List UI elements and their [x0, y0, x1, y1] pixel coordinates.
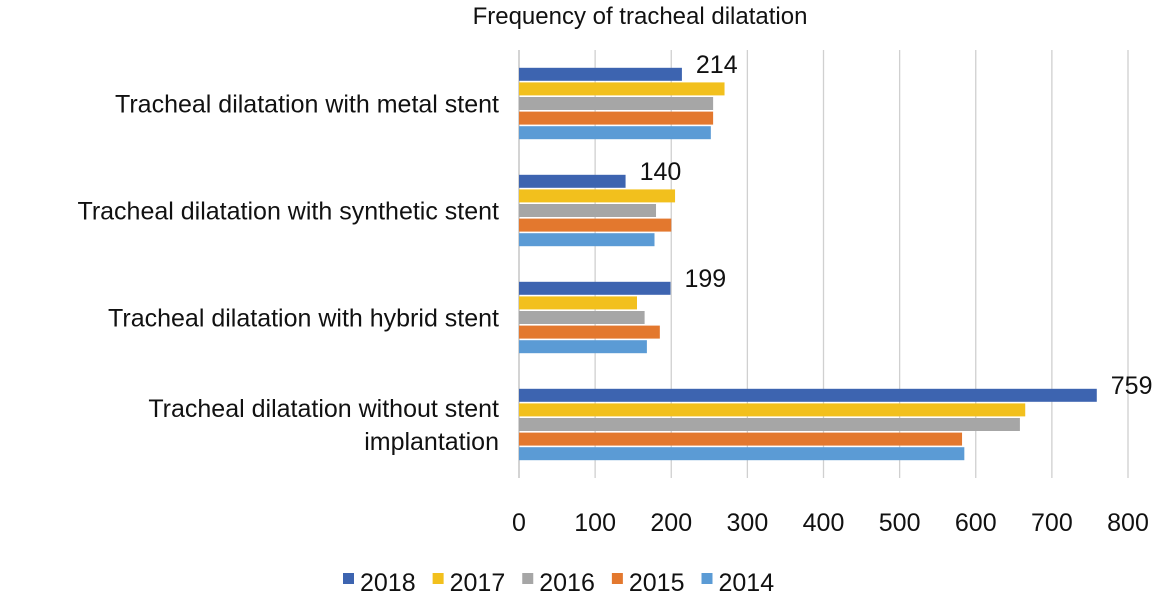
- bar: [519, 281, 671, 295]
- x-tick-label: 0: [512, 509, 526, 537]
- category-label: Tracheal dilatation with synthetic stent: [77, 198, 499, 226]
- data-label: 214: [696, 51, 738, 79]
- bar: [519, 233, 655, 247]
- category-label: implantation: [364, 428, 499, 456]
- bar: [519, 97, 714, 110]
- data-labels: 214 140 199 759: [640, 51, 1153, 400]
- legend-label: 2015: [629, 569, 685, 597]
- bar: [519, 189, 676, 203]
- category-label: Tracheal dilatation with metal stent: [115, 91, 499, 119]
- bar: [519, 296, 637, 310]
- x-tick-label: 200: [650, 509, 692, 537]
- x-tick-label: 800: [1107, 509, 1149, 537]
- bar: [519, 403, 1026, 417]
- legend-swatch: [522, 573, 534, 584]
- x-tick-label: 300: [727, 509, 769, 537]
- bar: [519, 432, 963, 446]
- data-label: 140: [640, 158, 682, 186]
- legend: 2018 2017 2016 2015 2014: [343, 569, 774, 597]
- bar: [519, 388, 1097, 402]
- legend-swatch: [701, 573, 713, 584]
- bar: [519, 447, 965, 461]
- chart-title: Frequency of tracheal dilatation: [473, 3, 808, 30]
- legend-label: 2017: [450, 569, 506, 597]
- legend-swatch: [343, 573, 354, 584]
- data-label: 759: [1111, 372, 1153, 400]
- bar: [519, 418, 1020, 431]
- legend-swatch: [432, 573, 444, 584]
- x-tick-label: 100: [574, 509, 616, 537]
- bar: [519, 325, 660, 339]
- x-tick-label: 500: [879, 509, 921, 537]
- bar: [519, 340, 647, 354]
- bar: [519, 67, 682, 81]
- x-tick-label: 400: [803, 509, 845, 537]
- category-label: Tracheal dilatation with hybrid stent: [108, 305, 499, 333]
- bar: [519, 82, 725, 96]
- legend-label: 2018: [360, 569, 416, 597]
- bar: [519, 218, 672, 232]
- bar: [519, 111, 714, 125]
- legend-swatch: [611, 573, 623, 584]
- bar: [519, 204, 657, 217]
- bar-series: [519, 67, 1097, 461]
- legend-label: 2014: [719, 569, 775, 597]
- legend-label: 2016: [539, 569, 595, 597]
- x-tick-label: 700: [1031, 509, 1073, 537]
- data-label: 199: [684, 265, 726, 293]
- x-tick-label: 600: [955, 509, 997, 537]
- bar: [519, 126, 711, 140]
- category-label: Tracheal dilatation without stent: [148, 395, 499, 423]
- x-axis-ticks: 0 100 200 300 400 500 600 700 800: [512, 509, 1149, 537]
- bar: [519, 311, 645, 324]
- category-labels: Tracheal dilatation with metal stent Trac…: [77, 91, 499, 457]
- bar: [519, 174, 626, 188]
